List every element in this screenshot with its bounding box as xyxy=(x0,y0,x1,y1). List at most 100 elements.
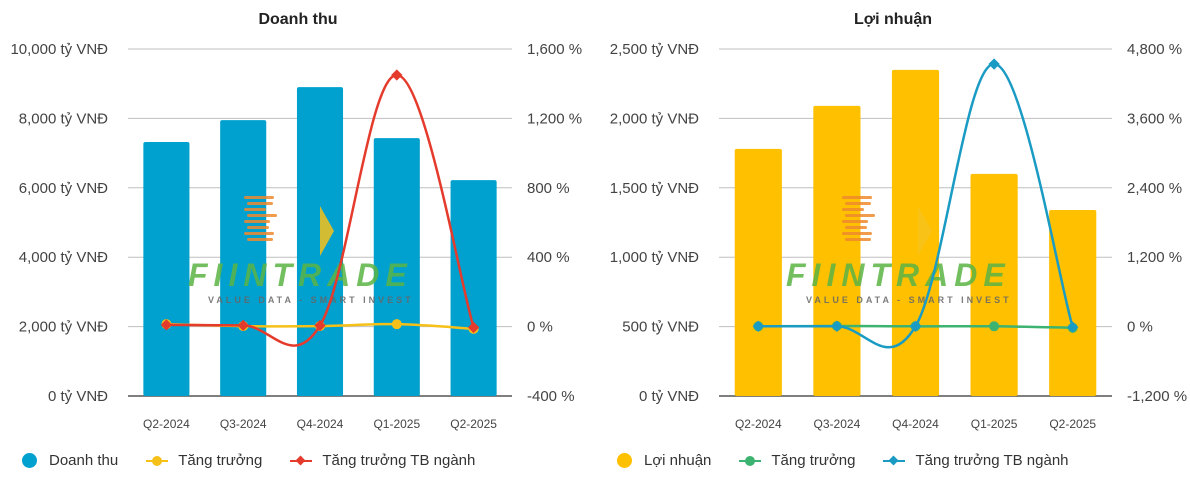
y-left-tick-label: 2,500 tỷ VNĐ xyxy=(610,41,699,58)
x-tick-label: Q2-2025 xyxy=(450,417,497,431)
bar xyxy=(373,138,420,396)
y-right-tick-label: 400 % xyxy=(527,249,570,266)
y-right-tick-label: 0 % xyxy=(527,319,553,336)
legend-line-diamond-icon xyxy=(883,455,906,466)
legend-line-circle-icon xyxy=(146,455,169,466)
watermark-stripe xyxy=(247,226,269,229)
revenue-chart-panel: Doanh thu 0 tỷ VNĐ 2,000 tỷ VNĐ 4,000 tỷ VN… xyxy=(10,11,582,469)
data-point xyxy=(831,320,843,332)
watermark-stripe xyxy=(244,208,266,211)
watermark-stripe xyxy=(842,220,868,223)
data-point xyxy=(314,319,326,332)
y-right-tick-label: 2,400 % xyxy=(1127,180,1182,197)
x-tick-label: Q2-2025 xyxy=(1049,417,1096,431)
revenue-chart: Doanh thu 0 tỷ VNĐ 2,000 tỷ VNĐ 4,000 tỷ VN… xyxy=(10,11,582,431)
data-point xyxy=(1067,321,1079,333)
y-left-tick-label: 1,500 tỷ VNĐ xyxy=(610,180,699,197)
bar xyxy=(1049,210,1097,396)
watermark-stripe xyxy=(244,220,270,223)
y-left-tick-label: 2,000 tỷ VNĐ xyxy=(19,319,108,336)
y-left-tick-label: 500 tỷ VNĐ xyxy=(622,319,699,336)
legend-item-growth[interactable]: Tăng trưởng xyxy=(146,452,262,469)
y-left-tick-label: 1,000 tỷ VNĐ xyxy=(610,249,699,266)
watermark-stripe xyxy=(247,238,273,241)
x-tick-label: Q1-2025 xyxy=(971,417,1018,431)
legend-item-growth[interactable]: Tăng trưởng xyxy=(739,452,855,469)
data-point xyxy=(160,319,173,331)
legend-line-diamond-icon xyxy=(290,455,313,466)
legend-item-industry-growth[interactable]: Tăng trưởng TB ngành xyxy=(883,452,1069,469)
legend-circle-icon xyxy=(617,453,632,468)
profit-chart-panel: Lợi nhuận 0 tỷ VNĐ 500 tỷ VNĐ 1,000 tỷ VNĐ 1… xyxy=(595,0,1190,489)
bar xyxy=(734,148,782,396)
y-right-tick-label: 1,600 % xyxy=(527,41,582,58)
bar xyxy=(143,141,190,396)
legend-item-industry-growth[interactable]: Tăng trưởng TB ngành xyxy=(290,452,475,469)
watermark-stripe xyxy=(842,208,864,211)
watermark-stripe xyxy=(845,226,867,229)
watermark-logo: FIINTRADE VALUE DATA - SMART INVEST xyxy=(188,196,414,305)
legend-label: Tăng trưởng xyxy=(771,452,856,469)
data-point xyxy=(909,320,922,332)
watermark-stripe xyxy=(845,238,871,241)
legend-line-circle-icon xyxy=(739,455,762,466)
profit-legend: Lợi nhuận Tăng trưởng Tăng trưởng TB ngà… xyxy=(617,452,1097,469)
x-tick-label: Q4-2024 xyxy=(892,417,939,431)
watermark-stripe xyxy=(845,202,871,205)
watermark-arrow xyxy=(918,206,932,256)
x-tick-label: Q4-2024 xyxy=(297,417,344,431)
watermark-brand: FIINTRADE xyxy=(188,257,413,293)
data-point xyxy=(989,321,1000,332)
legend-item-revenue[interactable]: Doanh thu xyxy=(22,452,118,469)
y-left-tick-label: 6,000 tỷ VNĐ xyxy=(19,180,108,197)
bar xyxy=(450,180,497,396)
data-point xyxy=(237,319,249,332)
legend-label: Doanh thu xyxy=(49,452,119,469)
watermark-stripe xyxy=(845,214,875,217)
y-right-tick-label: 1,200 % xyxy=(527,110,582,127)
bar xyxy=(970,173,1018,396)
watermark-stripe xyxy=(247,202,273,205)
watermark-tagline: VALUE DATA - SMART INVEST xyxy=(806,295,1012,305)
x-tick-label: Q1-2025 xyxy=(373,417,420,431)
data-point xyxy=(391,69,403,81)
x-tick-label: Q2-2024 xyxy=(735,417,782,431)
legend-item-profit[interactable]: Lợi nhuận xyxy=(617,452,711,469)
chart-title: Doanh thu xyxy=(258,11,337,28)
watermark-stripe xyxy=(842,196,872,199)
y-left-tick-label: 8,000 tỷ VNĐ xyxy=(19,110,108,127)
y-left-tick-label: 0 tỷ VNĐ xyxy=(639,388,699,405)
legend-circle-icon xyxy=(22,453,37,468)
legend-label: Tăng trưởng xyxy=(178,452,263,469)
y-right-tick-label: 1,200 % xyxy=(1127,249,1182,266)
y-right-tick-label: 3,600 % xyxy=(1127,110,1182,127)
x-tick-label: Q2-2024 xyxy=(143,417,190,431)
watermark-stripe xyxy=(247,214,277,217)
y-left-tick-label: 0 tỷ VNĐ xyxy=(48,388,108,405)
bar xyxy=(813,105,861,397)
watermark-stripe xyxy=(842,232,872,235)
y-right-tick-label: 0 % xyxy=(1127,319,1153,336)
watermark-brand: FIINTRADE xyxy=(786,257,1011,293)
watermark-stripe xyxy=(244,196,274,199)
data-point xyxy=(467,321,480,334)
y-right-tick-label: -400 % xyxy=(527,388,575,405)
legend-label: Lợi nhuận xyxy=(644,452,712,469)
y-left-tick-label: 2,000 tỷ VNĐ xyxy=(610,110,699,127)
legend-label: Tăng trưởng TB ngành xyxy=(322,452,476,469)
profit-chart: Lợi nhuận 0 tỷ VNĐ 500 tỷ VNĐ 1,000 tỷ VNĐ 1… xyxy=(610,11,1187,431)
chart-title: Lợi nhuận xyxy=(854,11,932,28)
watermark-arrow xyxy=(320,206,334,256)
data-point xyxy=(391,319,402,330)
x-tick-label: Q3-2024 xyxy=(814,417,861,431)
watermark-tagline: VALUE DATA - SMART INVEST xyxy=(208,295,414,305)
y-right-tick-label: -1,200 % xyxy=(1127,388,1187,405)
y-left-tick-label: 4,000 tỷ VNĐ xyxy=(19,249,108,266)
watermark-stripe xyxy=(244,232,274,235)
watermark-logo: FIINTRADE VALUE DATA - SMART INVEST xyxy=(786,196,1012,305)
data-point xyxy=(988,58,1000,70)
revenue-legend: Doanh thu Tăng trưởng Tăng trưởng TB ngà… xyxy=(22,452,503,469)
legend-label: Tăng trưởng TB ngành xyxy=(915,452,1069,469)
y-left-tick-label: 10,000 tỷ VNĐ xyxy=(10,41,108,58)
bar xyxy=(891,69,940,396)
